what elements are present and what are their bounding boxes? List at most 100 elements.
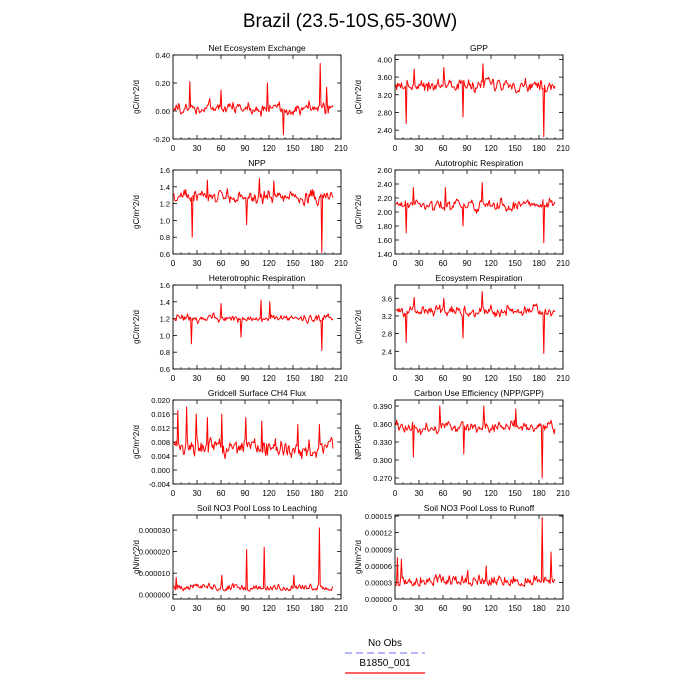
x-tick-label: 60 [439,259,448,268]
legend-label-no-obs: No Obs [368,638,402,649]
panel-gpp: GPP gC/m^2/d 0 30 60 90 120 150 180 210 2.40 2.80 3.… [354,43,570,153]
y-axis-label-gpp: gC/m^2/d [354,80,363,114]
x-tick-label: 90 [241,144,250,153]
x-tick-label: 210 [334,259,348,268]
y-axis-label-ecosystem-respiration: gC/m^2/d [354,310,363,344]
x-tick-label: 120 [262,259,276,268]
y-tick-label: 0.8 [160,348,170,357]
x-tick-label: 180 [532,259,546,268]
panel-soil-no3-pool-loss-to-leaching: Soil NO3 Pool Loss to Leaching gN/m^2/d 0 3… [132,503,348,613]
x-tick-label: 60 [217,604,226,613]
plot-frame-ecosystem-respiration [394,284,564,370]
y-tick-label: 0.300 [373,456,392,465]
x-tick-label: 120 [484,489,498,498]
x-tick-label: 150 [508,374,522,383]
y-tick-label: 0.016 [151,410,170,419]
x-tick-label: 60 [217,489,226,498]
panel-title-carbon-use-efficiency-npp-gpp: Carbon Use Efficiency (NPP/GPP) [414,388,544,398]
x-tick-label: 90 [241,489,250,498]
x-tick-label: 210 [556,604,570,613]
y-axis-label-net-ecosystem-exchange: gC/m^2/d [132,80,141,114]
plot-frame-soil-no3-pool-loss-to-leaching [172,514,342,600]
panel-title-heterotrophic-respiration: Heterotrophic Respiration [209,273,306,283]
x-tick-label: 30 [415,144,424,153]
x-tick-label: 0 [393,489,398,498]
x-tick-label: 180 [310,489,324,498]
x-tick-label: 30 [193,604,202,613]
x-tick-label: 90 [241,259,250,268]
panel-heterotrophic-respiration: Heterotrophic Respiration gC/m^2/d 0 30 60 90… [132,273,348,383]
y-tick-label: 0.000010 [139,569,170,578]
x-tick-label: 120 [262,144,276,153]
y-tick-label: 1.6 [160,281,170,290]
x-tick-label: 90 [463,259,472,268]
panel-title-ecosystem-respiration: Ecosystem Respiration [436,273,523,283]
series-line-soil-no3-pool-loss-to-leaching [173,527,334,592]
x-tick-label: 120 [262,489,276,498]
y-tick-label: 1.60 [377,236,392,245]
y-tick-label: 3.60 [377,73,392,82]
x-tick-label: 30 [193,374,202,383]
x-tick-label: 150 [286,374,300,383]
panel-net-ecosystem-exchange: Net Ecosystem Exchange gC/m^2/d 0 30 60 90 120… [132,43,348,153]
x-tick-label: 30 [193,144,202,153]
x-tick-label: 90 [463,374,472,383]
x-tick-label: 120 [484,604,498,613]
y-tick-label: 2.40 [377,126,392,135]
x-tick-label: 180 [310,144,324,153]
series-line-npp [173,177,334,253]
panel-title-soil-no3-pool-loss-to-runoff: Soil NO3 Pool Loss to Runoff [424,503,535,513]
x-tick-label: 120 [484,374,498,383]
x-tick-label: 90 [241,604,250,613]
series-line-autotrophic-respiration [395,182,556,244]
plot-frame-heterotrophic-respiration [172,284,342,370]
x-tick-label: 120 [262,604,276,613]
y-tick-label: 0.00009 [365,545,392,554]
x-tick-label: 180 [310,259,324,268]
x-tick-label: 0 [171,374,176,383]
x-tick-label: 120 [484,259,498,268]
y-tick-label: 1.4 [160,298,170,307]
x-tick-label: 30 [415,374,424,383]
y-tick-label: 0.6 [160,250,170,259]
x-tick-label: 0 [393,374,398,383]
panel-gridcell-surface-ch4-flux: Gridcell Surface CH4 Flux gC/m^2/d 0 30 60 90… [132,388,348,498]
x-tick-label: 120 [262,374,276,383]
x-tick-label: 210 [556,259,570,268]
plot-frame-gpp [394,54,564,140]
x-tick-label: 60 [439,144,448,153]
y-tick-label: 3.2 [382,312,392,321]
y-tick-label: 1.80 [377,222,392,231]
x-tick-label: 150 [286,489,300,498]
x-tick-label: 150 [508,259,522,268]
legend-label-b1850: B1850_001 [359,658,411,669]
x-tick-label: 30 [415,489,424,498]
panel-carbon-use-efficiency-npp-gpp: Carbon Use Efficiency (NPP/GPP) NPP/GPP 0 3… [354,388,570,498]
y-tick-label: 0.00 [155,107,170,116]
panel-soil-no3-pool-loss-to-runoff: Soil NO3 Pool Loss to Runoff gN/m^2/d 0 30 6… [354,503,570,613]
y-axis-label-heterotrophic-respiration: gC/m^2/d [132,310,141,344]
y-tick-label: 0.020 [151,396,170,405]
y-tick-label: -0.20 [153,135,170,144]
y-tick-label: 0.270 [373,474,392,483]
series-line-net-ecosystem-exchange [173,62,334,136]
x-tick-label: 0 [171,489,176,498]
y-tick-label: 0.00015 [365,512,392,521]
y-tick-label: 1.0 [160,331,170,340]
x-tick-label: 60 [217,259,226,268]
y-tick-label: 1.2 [160,200,170,209]
y-tick-label: 1.40 [377,250,392,259]
y-tick-label: 0.360 [373,420,392,429]
x-tick-label: 60 [217,144,226,153]
y-tick-label: 0.20 [155,79,170,88]
x-tick-label: 150 [508,604,522,613]
x-tick-label: 210 [334,604,348,613]
y-tick-label: 0.008 [151,438,170,447]
x-tick-label: 210 [334,489,348,498]
x-tick-label: 0 [393,259,398,268]
panel-title-gpp: GPP [470,43,488,53]
y-axis-label-gridcell-surface-ch4-flux: gC/m^2/d [132,425,141,459]
x-tick-label: 180 [310,374,324,383]
